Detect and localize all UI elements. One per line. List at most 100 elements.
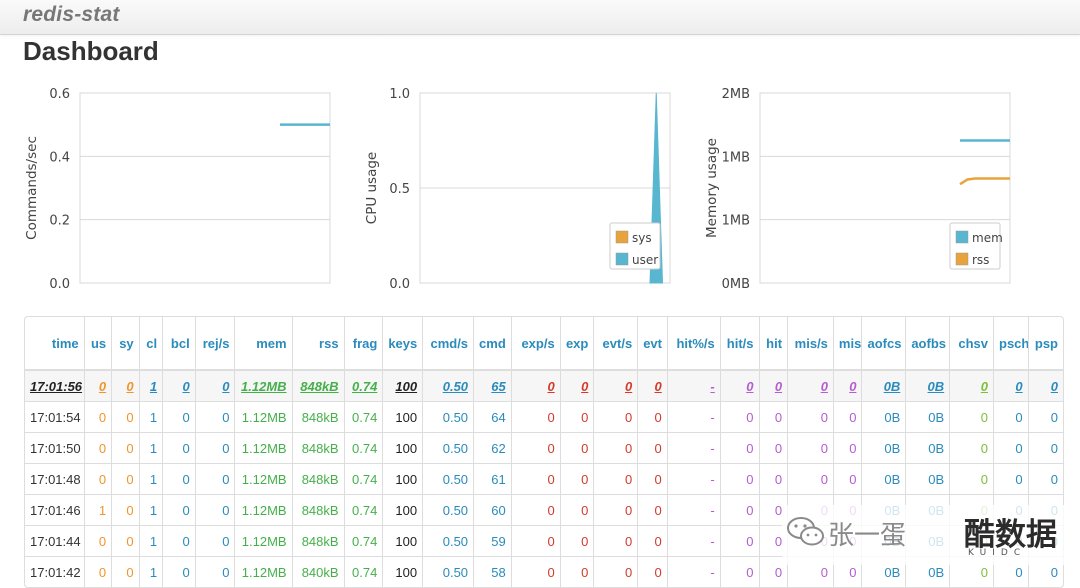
cell-evt: 0 (637, 369, 668, 402)
cell-cmds: 0.50 (422, 432, 474, 464)
cell-exps: 0 (510, 556, 561, 587)
cell-evt: 0 (637, 401, 668, 433)
cell-exps: 0 (510, 494, 561, 526)
cell-bcl: 0 (162, 401, 196, 433)
y-tick-label: 0.6 (49, 87, 70, 102)
cell-rss: 848kB (291, 494, 345, 526)
cell-keys: 100 (382, 556, 423, 587)
cell-bcl: 0 (162, 432, 196, 464)
cell-mem: 1.12MB (234, 369, 293, 402)
cell-cmds: 0.50 (422, 401, 474, 433)
watermark-text: 张一蛋 (828, 521, 907, 551)
cell-evts: 0 (593, 463, 638, 495)
cell-hits: 0 (719, 494, 759, 526)
cell-exp: 0 (559, 401, 594, 433)
y-tick-label: 1.0 (389, 87, 410, 102)
cell-bcl: 0 (162, 556, 196, 587)
column-header-psp: psp (1027, 317, 1063, 371)
cell-psch: 0 (993, 432, 1029, 464)
cell-evts: 0 (593, 369, 638, 402)
cell-aofbs: 0B (905, 463, 950, 495)
cell-us: 0 (83, 463, 112, 495)
cell-cl: 1 (138, 525, 163, 557)
brand-logo[interactable]: redis-stat (23, 3, 120, 26)
cell-keys: 100 (382, 463, 423, 495)
cell-exp: 0 (559, 525, 594, 557)
watermark-subtitle: KUIDC (968, 548, 1027, 558)
cell-frag: 0.74 (343, 369, 383, 402)
cell-evts: 0 (593, 401, 638, 433)
cell-cmds: 0.50 (422, 525, 474, 557)
cell-cmd: 65 (473, 369, 512, 402)
cell-cmds: 0.50 (422, 556, 474, 587)
cell-aofcs: 0B (861, 369, 906, 402)
cell-psp: 0 (1027, 463, 1063, 495)
cell-evts: 0 (593, 525, 638, 557)
column-header-cl: cl (138, 317, 163, 371)
navbar: redis-stat (0, 0, 1080, 35)
column-header-time: time (25, 317, 85, 371)
wechat-icon (787, 517, 824, 546)
cell-sy: 0 (111, 463, 140, 495)
cell-psch: 0 (993, 463, 1029, 495)
cell-cmd: 58 (473, 556, 512, 587)
cell-exp: 0 (559, 369, 594, 402)
cell-rejs: 0 (194, 494, 235, 526)
plot-frame (759, 92, 1011, 284)
column-header-exp: exp (559, 317, 594, 371)
column-header-hits: hit/s (719, 317, 759, 371)
cell-evt: 0 (637, 432, 668, 464)
column-header-exps: exp/s (510, 317, 561, 371)
cell-evt: 0 (637, 494, 668, 526)
cell-exp: 0 (559, 432, 594, 464)
cell-aofcs: 0B (861, 463, 906, 495)
column-header-mis: mis (832, 317, 862, 371)
cell-hits: 0 (719, 369, 759, 402)
table-row: 17:01:56 0 0 1 0 0 1.12MB 848kB 0.74 100 0.50 65 0 0 0… (25, 369, 1063, 402)
legend-swatch-rss (955, 252, 969, 266)
cell-mem: 1.12MB (234, 525, 293, 557)
cell-sy: 0 (111, 525, 140, 557)
cell-exps: 0 (510, 463, 561, 495)
column-header-keys: keys (382, 317, 423, 371)
legend-swatch-sys (615, 230, 629, 244)
cell-cmds: 0.50 (422, 494, 474, 526)
column-header-mem: mem (234, 317, 293, 371)
cell-miss: 0 (787, 463, 834, 495)
cell-mem: 1.12MB (234, 432, 293, 464)
cell-sy: 0 (111, 369, 140, 402)
cell-exp: 0 (559, 494, 594, 526)
stats-table: time us sy cl bcl rej/s mem rss frag keys cmd/s cmd… (25, 317, 1063, 587)
cell-cl: 1 (138, 369, 163, 402)
cell-mis: 0 (832, 432, 862, 464)
series-line-rss (959, 177, 1010, 186)
cell-hits: 0 (719, 401, 759, 433)
y-axis-label: Commands/sec (24, 136, 40, 240)
cell-rejs: 0 (194, 556, 235, 587)
cell-us: 0 (83, 401, 112, 433)
cell-exps: 0 (510, 401, 561, 433)
cell-miss: 0 (787, 432, 834, 464)
cell-rss: 840kB (291, 556, 345, 587)
cell-hitpct: - (666, 525, 721, 557)
cell-us: 1 (83, 494, 112, 526)
cell-frag: 0.74 (343, 494, 383, 526)
legend-label-rss: rss (972, 253, 989, 267)
commands-per-sec-chart: 0.0 0.2 0.4 0.6 Commands/sec (24, 87, 331, 292)
cell-mem: 1.12MB (234, 401, 293, 433)
cell-hit: 0 (758, 432, 788, 464)
cell-psp: 0 (1027, 401, 1063, 433)
cell-sy: 0 (111, 432, 140, 464)
cell-time: 17:01:48 (25, 463, 85, 495)
cell-time: 17:01:56 (25, 369, 85, 402)
cell-chsv: 0 (949, 463, 994, 495)
cell-evts: 0 (593, 432, 638, 464)
cell-cl: 1 (138, 432, 163, 464)
column-header-evt: evt (637, 317, 668, 371)
y-tick-label: 2MB (722, 87, 750, 102)
cell-rejs: 0 (194, 525, 235, 557)
legend-swatch-user (615, 252, 629, 266)
cell-cmd: 60 (473, 494, 512, 526)
cell-keys: 100 (382, 369, 423, 402)
stats-table-container[interactable]: time us sy cl bcl rej/s mem rss frag keys cmd/s cmd… (24, 316, 1064, 588)
